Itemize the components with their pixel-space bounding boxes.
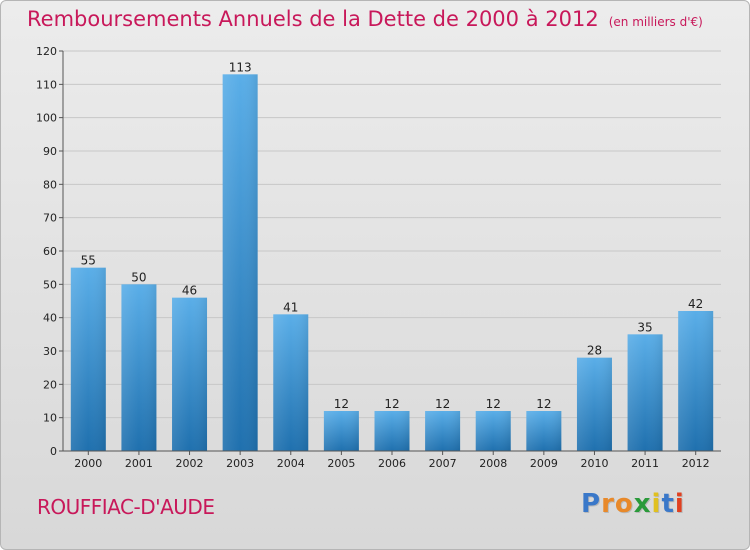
logo-letter: o bbox=[614, 489, 634, 519]
x-tick-label: 2002 bbox=[176, 457, 204, 470]
y-tick-label: 100 bbox=[36, 112, 57, 125]
data-label: 12 bbox=[384, 397, 399, 411]
data-label: 12 bbox=[435, 397, 450, 411]
bar-shine bbox=[70, 267, 106, 451]
bar-shine bbox=[627, 334, 663, 451]
x-tick-label: 2003 bbox=[226, 457, 254, 470]
y-tick-label: 70 bbox=[43, 212, 57, 225]
x-tick-label: 2010 bbox=[580, 457, 608, 470]
y-tick-label: 110 bbox=[36, 78, 57, 91]
y-tick-label: 120 bbox=[36, 45, 57, 58]
data-label: 50 bbox=[131, 270, 146, 284]
x-tick-label: 2009 bbox=[530, 457, 558, 470]
x-tick-label: 2000 bbox=[74, 457, 102, 470]
y-tick-label: 50 bbox=[43, 278, 57, 291]
bar-shine bbox=[374, 411, 410, 451]
y-tick-label: 20 bbox=[43, 378, 57, 391]
x-tick-label: 2004 bbox=[277, 457, 305, 470]
logo-letter: r bbox=[601, 489, 615, 519]
y-tick-label: 0 bbox=[50, 445, 57, 458]
x-tick-label: 2007 bbox=[429, 457, 457, 470]
x-tick-label: 2001 bbox=[125, 457, 153, 470]
bar-shine bbox=[273, 314, 309, 451]
y-tick-label: 30 bbox=[43, 345, 57, 358]
y-tick-label: 60 bbox=[43, 245, 57, 258]
bar-shine bbox=[425, 411, 461, 451]
x-tick-label: 2011 bbox=[631, 457, 659, 470]
data-label: 55 bbox=[81, 254, 96, 268]
logo-letter: x bbox=[633, 489, 652, 519]
x-tick-label: 2008 bbox=[479, 457, 507, 470]
proxiti-logo: Proxiti bbox=[581, 489, 685, 519]
data-label: 35 bbox=[637, 320, 652, 334]
chart-title: Remboursements Annuels de la Dette de 20… bbox=[27, 7, 703, 31]
bar-shine bbox=[222, 74, 258, 451]
x-tick-label: 2005 bbox=[327, 457, 355, 470]
bar-shine bbox=[576, 357, 612, 451]
data-label: 12 bbox=[536, 397, 551, 411]
y-tick-label: 10 bbox=[43, 412, 57, 425]
data-label: 113 bbox=[229, 60, 252, 74]
data-label: 28 bbox=[587, 344, 602, 358]
x-tick-label: 2012 bbox=[682, 457, 710, 470]
bar-shine bbox=[678, 311, 714, 451]
data-label: 42 bbox=[688, 297, 703, 311]
bar-shine bbox=[172, 297, 208, 451]
data-label: 41 bbox=[283, 300, 298, 314]
logo-letter: t bbox=[661, 489, 675, 519]
logo-letter: i bbox=[674, 489, 685, 519]
bar-shine bbox=[323, 411, 359, 451]
bar-shine bbox=[475, 411, 511, 451]
data-label: 12 bbox=[334, 397, 349, 411]
y-tick-label: 40 bbox=[43, 312, 57, 325]
x-tick-label: 2006 bbox=[378, 457, 406, 470]
bar-shine bbox=[526, 411, 562, 451]
logo-letter: P bbox=[581, 489, 602, 519]
chart-title-text: Remboursements Annuels de la Dette de 20… bbox=[27, 7, 599, 31]
y-tick-label: 80 bbox=[43, 178, 57, 191]
data-label: 46 bbox=[182, 284, 197, 298]
data-label: 12 bbox=[486, 397, 501, 411]
bar-shine bbox=[121, 284, 157, 451]
y-tick-label: 90 bbox=[43, 145, 57, 158]
logo-letter: i bbox=[651, 489, 662, 519]
commune-name: ROUFFIAC-D'AUDE bbox=[37, 495, 215, 519]
chart-subtitle: (en milliers d'€) bbox=[608, 15, 703, 29]
